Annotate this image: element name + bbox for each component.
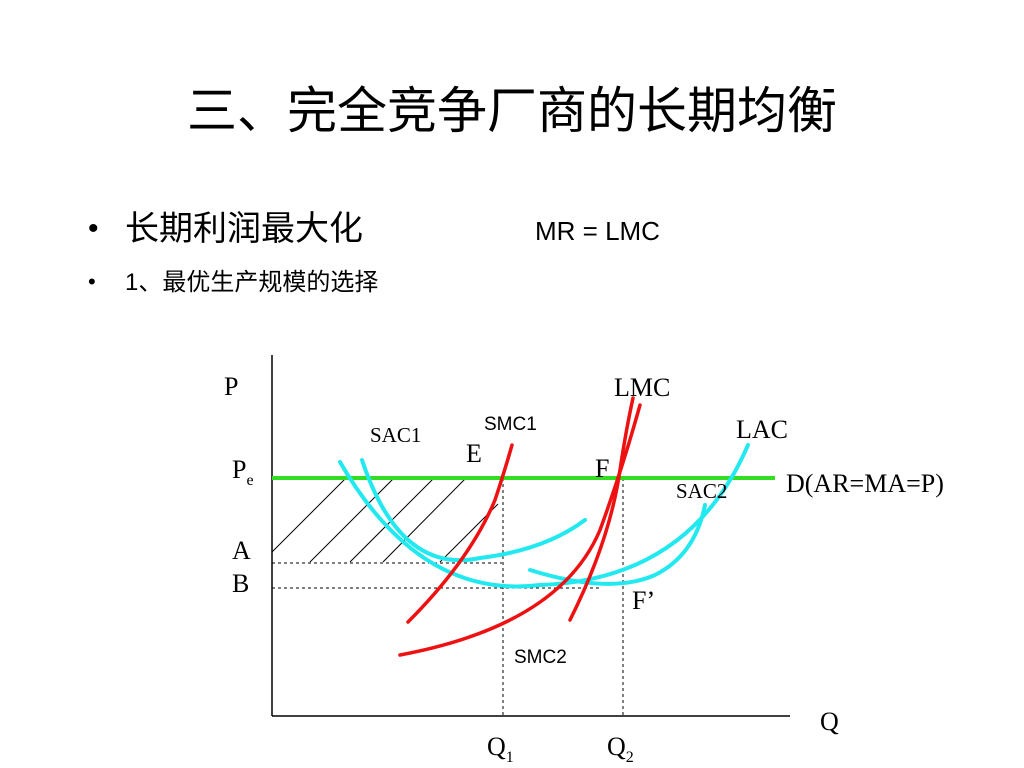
price-sub: e <box>246 472 253 489</box>
marginal-curves <box>398 396 642 657</box>
curve-label: LMC <box>614 373 670 402</box>
formula: MR = LMC <box>535 216 660 246</box>
curve-label: SMC2 <box>514 647 567 668</box>
demand-label: D(AR=MA=P) <box>786 469 944 498</box>
bullet-dot: • <box>88 269 96 294</box>
point-label: F’ <box>632 586 655 615</box>
axis-label: Q <box>820 707 839 736</box>
q2-main: Q <box>607 732 626 761</box>
title: 三、完全竞争厂商的长期均衡 <box>187 83 837 139</box>
curve-label: SAC1 <box>370 423 421 447</box>
axis-label: P <box>224 372 238 401</box>
q1-main: Q <box>487 732 506 761</box>
hatch <box>271 477 499 563</box>
curve-label: SMC1 <box>484 414 537 435</box>
cost-curves <box>338 443 750 589</box>
q2-sub: 2 <box>626 749 634 766</box>
level-label: B <box>232 569 249 598</box>
curve-label: SAC2 <box>676 479 727 503</box>
point-label: F <box>595 454 609 483</box>
bullet-text: 1、最优生产规模的选择 <box>125 269 378 296</box>
q1-label: Q1 <box>487 732 514 766</box>
bullet-dot: • <box>88 212 99 245</box>
price-label: Pe <box>232 455 254 489</box>
q2-label: Q2 <box>607 732 634 766</box>
curve-label: LAC <box>736 415 788 444</box>
guide-lines <box>272 478 624 716</box>
point-label: E <box>466 439 482 468</box>
bullet-text: 长期利润最大化 <box>125 210 363 248</box>
price-main: P <box>232 455 246 484</box>
level-label: A <box>232 536 251 565</box>
diagram <box>271 355 790 717</box>
q1-sub: 1 <box>506 749 514 766</box>
